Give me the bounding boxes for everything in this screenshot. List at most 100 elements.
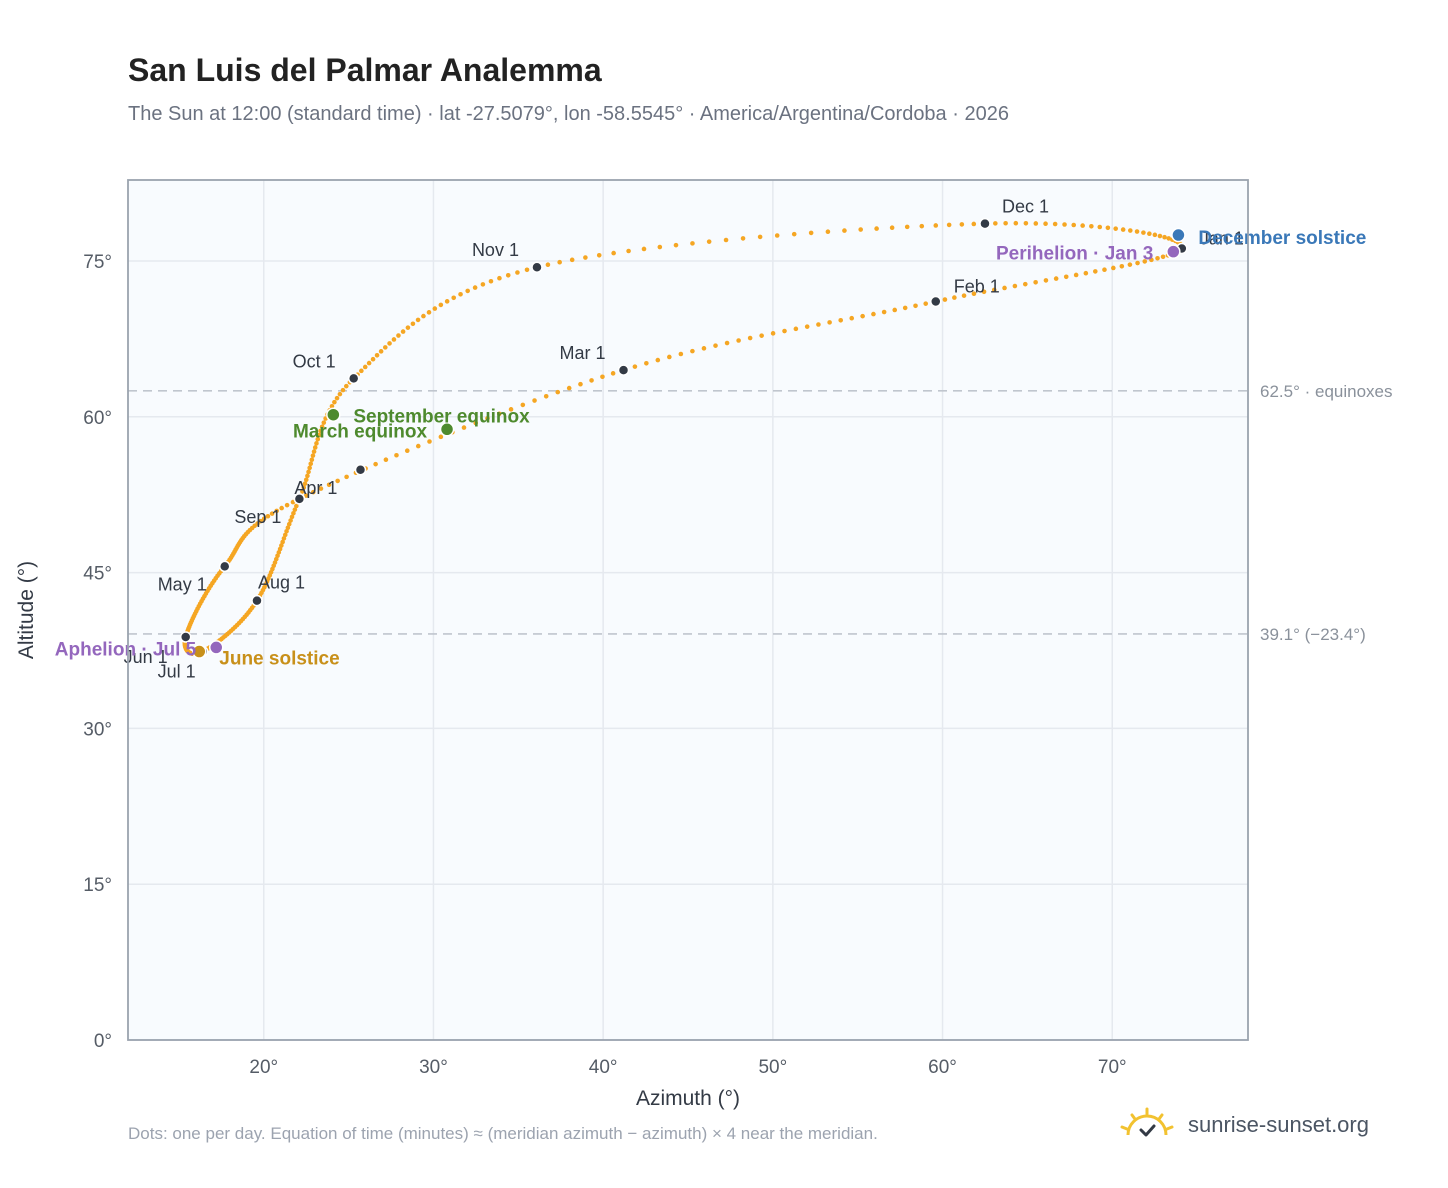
event-label: Aphelion · Jul 5	[55, 639, 197, 660]
analemma-day-dot	[286, 521, 292, 527]
analemma-day-dot	[1127, 228, 1133, 233]
analemma-day-dot	[337, 391, 343, 397]
event-marker[interactable]	[192, 644, 207, 659]
analemma-day-dot	[344, 383, 349, 389]
analemma-day-dot	[913, 303, 918, 309]
month-marker[interactable]	[347, 372, 360, 385]
analemma-day-dot	[1152, 232, 1158, 238]
analemma-day-dot	[415, 317, 421, 323]
month-marker[interactable]	[531, 261, 543, 273]
month-marker[interactable]	[617, 364, 630, 376]
x-tick-label: 70°	[1098, 1057, 1127, 1078]
month-marker[interactable]	[179, 631, 192, 643]
analemma-day-dot	[1080, 223, 1085, 228]
analemma-day-dot	[1142, 259, 1148, 264]
analemma-day-dot	[1155, 256, 1160, 261]
x-tick-label: 60°	[928, 1057, 957, 1078]
analemma-day-dot	[288, 518, 293, 523]
event-marker[interactable]	[439, 422, 455, 437]
analemma-day-dot	[1102, 267, 1107, 272]
analemma-day-dot	[480, 282, 486, 287]
analemma-day-dot	[889, 225, 895, 230]
analemma-day-dot	[942, 297, 948, 302]
month-marker-label: Feb 1	[954, 277, 1000, 297]
sun-icon	[1120, 1107, 1174, 1137]
analemma-day-dot	[838, 317, 844, 323]
month-marker[interactable]	[930, 295, 942, 308]
analemma-day-dot	[281, 536, 287, 541]
analemma-day-dot	[1083, 270, 1089, 276]
analemma-day-dot	[438, 434, 444, 440]
analemma-day-dot	[1105, 225, 1111, 231]
y-tick-label: 60°	[83, 408, 112, 429]
analemma-day-dot	[770, 331, 776, 336]
analemma-day-dot	[426, 310, 432, 315]
analemma-day-dot	[303, 493, 309, 498]
analemma-day-dot	[329, 403, 335, 409]
analemma-day-dot	[261, 516, 267, 522]
analemma-day-dot	[488, 278, 494, 284]
analemma-day-dot	[557, 259, 562, 265]
analemma-day-dot	[1166, 236, 1171, 241]
analemma-day-dot	[740, 236, 746, 241]
analemma-day-dot	[1073, 272, 1079, 278]
analemma-day-dot	[632, 364, 638, 369]
analemma-day-dot	[892, 307, 898, 313]
analemma-day-dot	[505, 272, 511, 278]
analemma-day-dot	[1141, 230, 1146, 235]
analemma-day-dot	[291, 510, 296, 516]
analemma-day-dot	[427, 439, 432, 444]
analemma-day-dot	[284, 529, 289, 534]
y-tick-label: 30°	[83, 719, 112, 740]
analemma-day-dot	[1023, 220, 1029, 226]
month-marker-label: Jan 1	[1200, 229, 1244, 249]
analemma-day-dot	[1033, 279, 1038, 285]
chart-title: San Luis del Palmar Analemma	[128, 52, 602, 88]
analemma-day-dot	[508, 407, 514, 412]
analemma-day-dot	[319, 424, 325, 430]
month-marker[interactable]	[218, 560, 231, 573]
analemma-day-dot	[366, 360, 372, 366]
y-tick-label: 75°	[83, 252, 112, 273]
analemma-day-dot	[378, 349, 384, 354]
month-marker-label: Mar 1	[559, 343, 605, 363]
analemma-day-dot	[1052, 221, 1058, 227]
month-marker[interactable]	[354, 464, 367, 476]
event-marker[interactable]	[326, 407, 341, 422]
analemma-day-dot	[1149, 257, 1154, 263]
analemma-day-dot	[1022, 281, 1028, 287]
analemma-day-dot	[340, 387, 346, 393]
month-marker[interactable]	[979, 217, 991, 230]
analemma-day-dot	[1012, 283, 1018, 289]
analemma-day-dot	[279, 543, 284, 548]
chart-footnote: Dots: one per day. Equation of time (min…	[128, 1124, 878, 1143]
analemma-day-dot	[610, 371, 616, 376]
analemma-day-dot	[1111, 265, 1116, 271]
analemma-day-dot	[808, 230, 814, 236]
analemma-day-dot	[1160, 254, 1166, 260]
brand-logo[interactable]: sunrise-sunset.org	[1118, 1100, 1369, 1150]
event-marker[interactable]	[1171, 227, 1186, 243]
analemma-day-dot	[1043, 278, 1049, 283]
analemma-day-dot	[543, 393, 549, 399]
analemma-day-dot	[952, 295, 957, 300]
event-label: December solstice	[1198, 228, 1366, 249]
analemma-day-dot	[1063, 274, 1069, 280]
reference-line-label: 62.5° · equinoxes	[1260, 382, 1393, 401]
event-marker[interactable]	[1166, 244, 1181, 259]
plot-area	[128, 180, 1248, 1040]
event-marker[interactable]	[208, 640, 224, 655]
month-marker-label: May 1	[158, 574, 207, 594]
y-tick-label: 45°	[83, 564, 112, 585]
analemma-day-dot	[1119, 264, 1125, 269]
analemma-day-dot	[1127, 262, 1133, 267]
analemma-day-dot	[959, 222, 965, 227]
plot-frame	[127, 179, 1249, 1041]
analemma-day-dot	[1002, 285, 1007, 291]
month-marker-label: Sep 1	[234, 507, 281, 527]
month-marker[interactable]	[293, 493, 306, 505]
month-marker[interactable]	[251, 594, 263, 607]
analemma-day-dot	[302, 481, 308, 486]
analemma-day-dot	[1134, 229, 1140, 234]
analemma-day-dot	[309, 457, 315, 463]
